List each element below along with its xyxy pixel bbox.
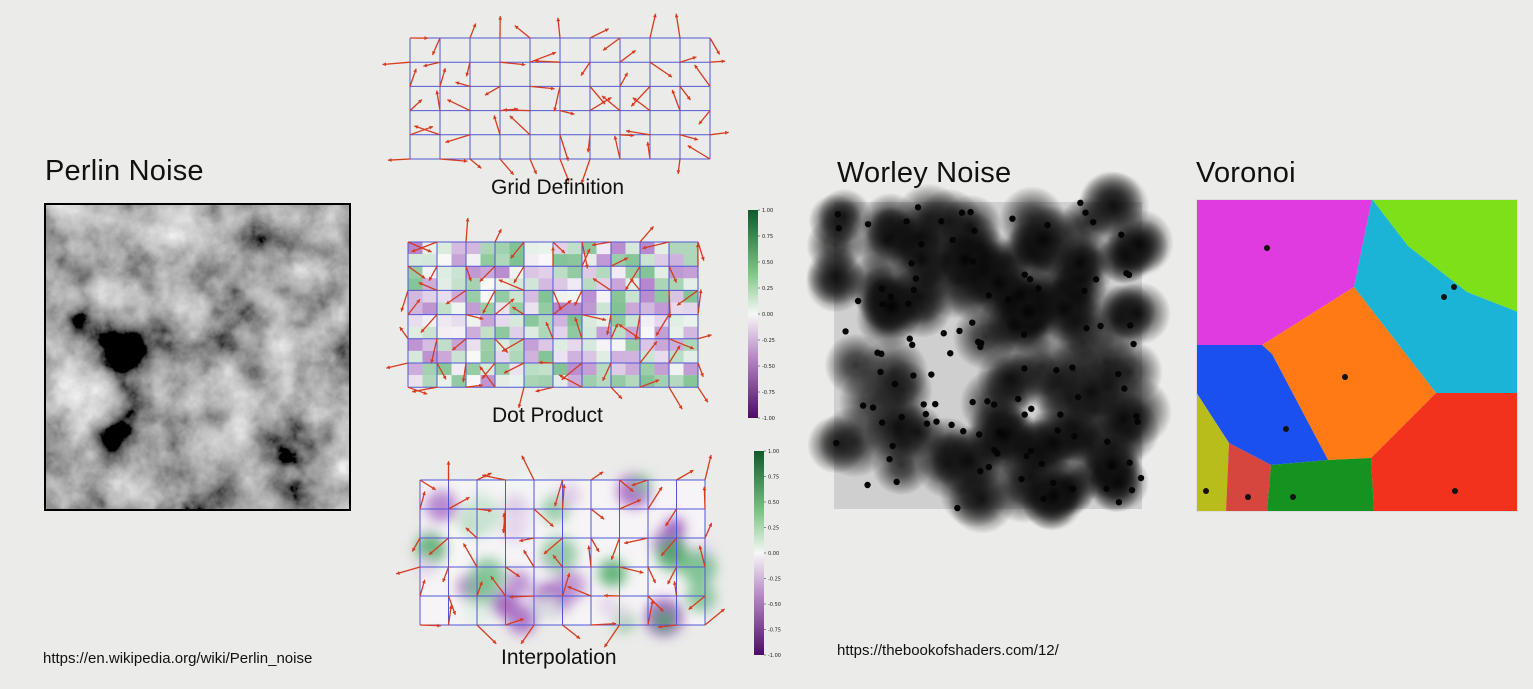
svg-text:-1.00: -1.00 xyxy=(768,653,781,659)
worley-noise-image xyxy=(805,170,1174,534)
svg-text:0.50: 0.50 xyxy=(768,500,779,506)
perlin-noise-title: Perlin Noise xyxy=(45,155,204,187)
grid-definition-caption: Grid Definition xyxy=(491,176,625,199)
svg-text:-0.75: -0.75 xyxy=(768,628,781,634)
svg-text:0.75: 0.75 xyxy=(762,234,773,240)
worley-source-link[interactable]: https://thebookofshaders.com/12/ xyxy=(837,642,1059,659)
svg-text:-1.00: -1.00 xyxy=(762,416,775,422)
grid-definition-diagram xyxy=(382,13,729,184)
dot-product-diagram xyxy=(386,217,712,410)
svg-text:0.25: 0.25 xyxy=(768,526,779,532)
svg-text:-0.25: -0.25 xyxy=(768,577,781,583)
dot-product-caption: Dot Product xyxy=(492,404,603,427)
interpolation-diagram xyxy=(395,454,726,648)
svg-text:0.50: 0.50 xyxy=(762,260,773,266)
svg-text:0.75: 0.75 xyxy=(768,475,779,481)
svg-text:1.00: 1.00 xyxy=(768,449,779,455)
perlin-source-link[interactable]: https://en.wikipedia.org/wiki/Perlin_noi… xyxy=(43,650,313,667)
svg-text:-0.50: -0.50 xyxy=(762,364,775,370)
svg-text:0.25: 0.25 xyxy=(762,286,773,292)
svg-text:1.00: 1.00 xyxy=(762,208,773,214)
svg-text:0.00: 0.00 xyxy=(768,551,779,557)
svg-text:-0.75: -0.75 xyxy=(762,390,775,396)
worley-noise-title: Worley Noise xyxy=(837,157,1012,189)
voronoi-diagram xyxy=(1196,199,1518,512)
svg-text:0.00: 0.00 xyxy=(762,312,773,318)
voronoi-title: Voronoi xyxy=(1196,157,1296,189)
perlin-noise-image xyxy=(44,203,351,511)
svg-text:-0.25: -0.25 xyxy=(762,338,775,344)
interpolation-caption: Interpolation xyxy=(501,646,617,669)
interpolation-colorbar: 1.00 0.75 0.50 0.25 0.00 -0.25 -0.50 -0.75 -1.00 xyxy=(754,449,781,659)
dot-product-colorbar: 1.00 0.75 0.50 0.25 0.00 -0.25 -0.50 -0.75 -1.00 xyxy=(748,208,775,422)
svg-text:-0.50: -0.50 xyxy=(768,602,781,608)
